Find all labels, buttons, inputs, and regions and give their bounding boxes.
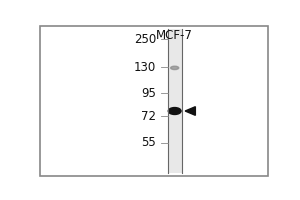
Text: 55: 55 [141,136,156,149]
Bar [168,29,182,173]
Text: 130: 130 [134,61,156,74]
Polygon shape [185,107,195,115]
Text: MCF-7: MCF-7 [156,29,193,42]
Ellipse shape [171,66,179,70]
Text: 250: 250 [134,33,156,46]
Text: 95: 95 [141,87,156,100]
Ellipse shape [168,108,181,114]
Text: 72: 72 [141,110,156,123]
